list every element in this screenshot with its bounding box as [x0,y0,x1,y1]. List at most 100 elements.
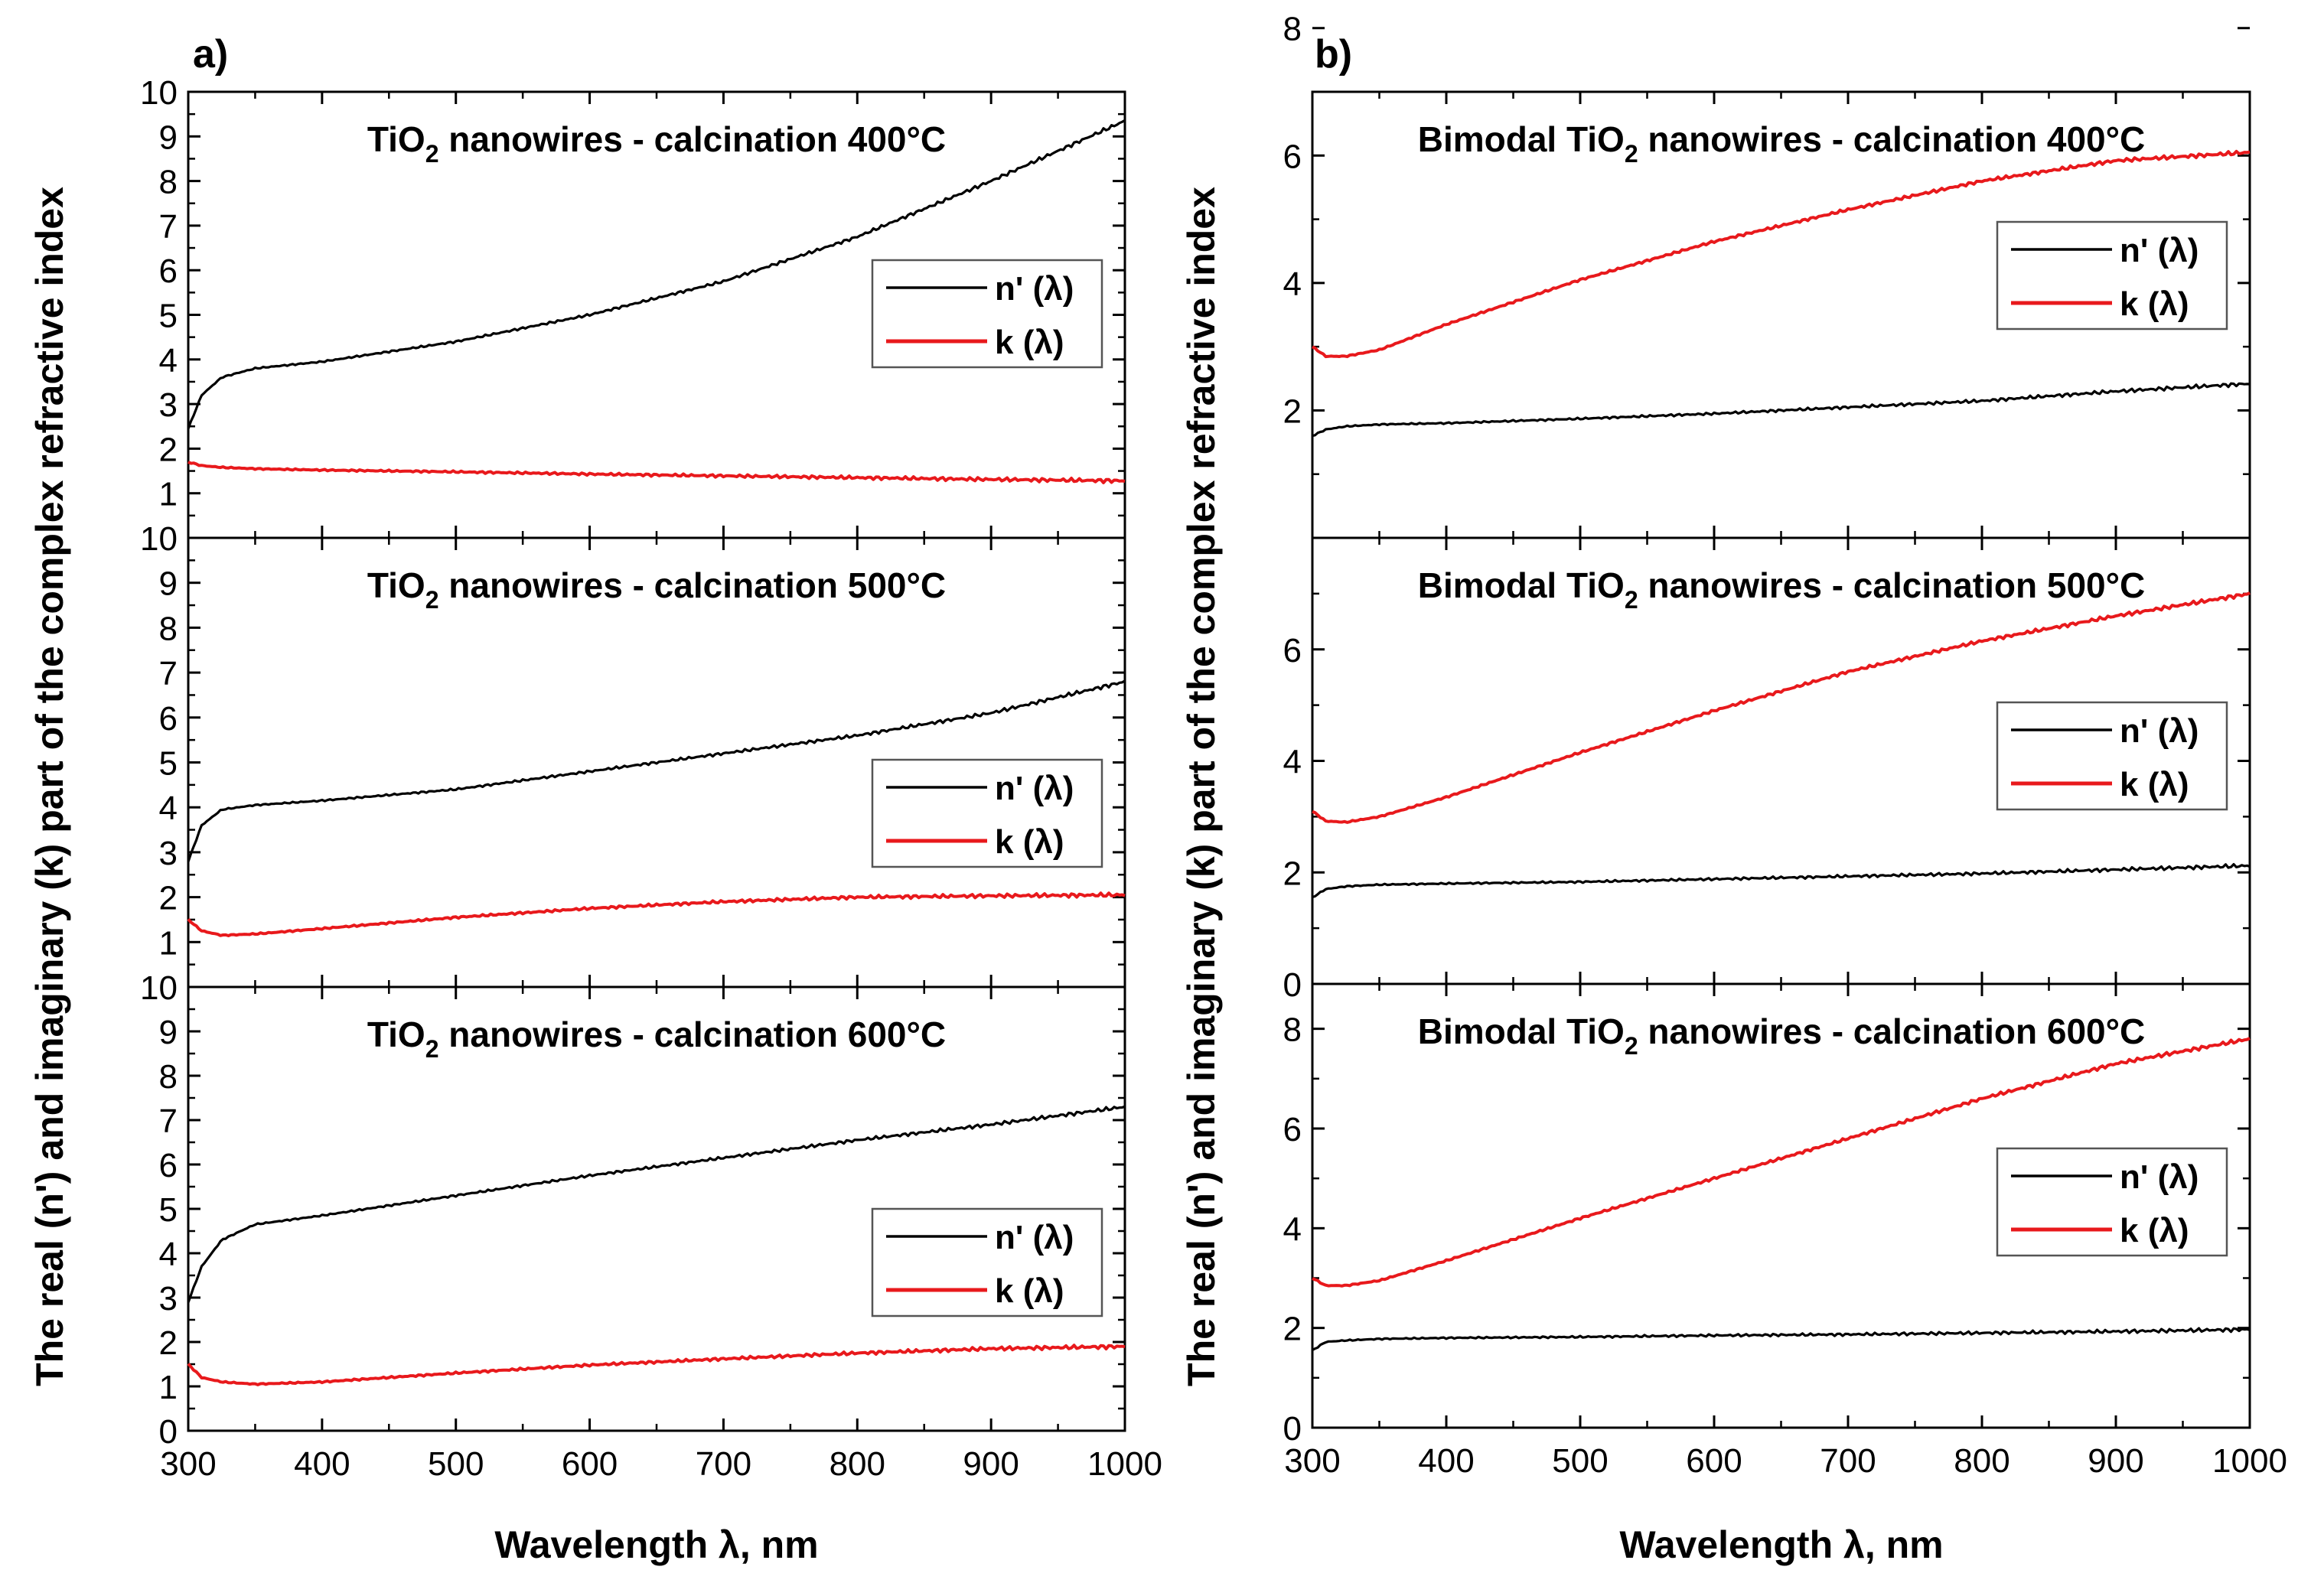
x-tick-label: 300 [1284,1442,1340,1480]
y-tick-label: 4 [159,1236,178,1273]
x-tick-label: 900 [2088,1442,2143,1480]
y-tick-label: 7 [159,655,178,692]
legend-box [1996,220,2228,331]
y-tick-label: 4 [1283,744,1302,781]
subplot-1: 1 2 3 4 5 6 7 8 9 10 TiO2 nanowires - calcination … [140,74,1126,539]
title-main: TiO [367,565,425,605]
title-rest: nanowires - calcination 500°C [439,565,947,605]
subplot-6: 0 2 4 6 8 300 400 500 600 700 800 900 1000 Bimodal Ti… [1283,982,2287,1480]
y-tick-label: 1 [159,476,178,513]
title-main: Bimodal TiO [1418,1011,1625,1051]
title-subscript: 2 [425,140,439,168]
subplot-title: TiO2 nanowires - calcination 400°C [367,119,946,168]
y-tick-label: 4 [159,342,178,379]
y-tick-label: 9 [159,1014,178,1051]
panel-b-label: b) [1315,32,1352,77]
y-axis-label-b: The real (n') and imaginary (k) part of … [1180,187,1223,1386]
series-line-n [1312,862,2251,898]
title-rest: nanowires - calcination 600°C [439,1015,947,1054]
series-line-n [187,1105,1126,1303]
panel-a-label: a) [193,32,228,77]
subplot-3: 0 1 2 3 4 5 6 7 8 9 10 300 400 500 600 700 800 900 1000 TiO… [140,969,1162,1483]
legend-label: k (λ) [995,823,1064,861]
y-tick-label: 9 [159,565,178,603]
legend-box [1996,1147,2228,1257]
series-line-n [187,119,1126,429]
y-tick-label: 6 [159,1147,178,1184]
title-subscript: 2 [1625,1032,1638,1060]
x-tick-label: 800 [830,1445,885,1483]
y-axis-label-a: The real (n') and imaginary (k) part of … [28,187,71,1386]
legend-label: k (λ) [995,324,1064,361]
subplot-title: Bimodal TiO2 nanowires - calcination 600… [1418,1011,2145,1060]
x-axis-label-b: Wavelength λ, nm [1619,1523,1943,1566]
y-tick-label: 10 [140,969,178,1007]
y-tick-label: 2 [159,880,178,917]
y-tick-label: 3 [159,386,178,424]
y-tick-label: 5 [159,745,178,783]
x-tick-label: 800 [1954,1442,2009,1480]
y-tick-label: 0 [1283,1410,1302,1448]
y-tick-label: 9 [159,119,178,156]
title-main: TiO [367,1015,425,1054]
y-tick-label: 4 [1283,1210,1302,1248]
x-tick-label: 500 [428,1445,484,1483]
y-tick-label: 3 [159,835,178,872]
legend-label: n' (λ) [2120,232,2199,269]
y-tick-label: 4 [1283,265,1302,303]
y-tick-label: 2 [159,431,178,468]
legend-label: k (λ) [2120,1212,2189,1249]
y-tick-label: 2 [1283,392,1302,430]
x-tick-label: 400 [294,1445,350,1483]
y-tick-label: 8 [159,164,178,201]
x-tick-label: 1000 [2212,1442,2287,1480]
series-line-n [1312,382,2251,438]
y-tick-label: 6 [159,252,178,290]
series-line-k [1312,591,2251,824]
y-tick-label: 7 [159,208,178,246]
title-rest: nanowires - calcination 400°C [1638,119,2146,159]
y-tick-label: 2 [1283,1311,1302,1348]
x-tick-label: 400 [1418,1442,1474,1480]
legend-label: n' (λ) [995,270,1074,308]
title-subscript: 2 [1625,140,1638,168]
series-line-k [1312,1037,2251,1288]
x-tick-label: 700 [696,1445,751,1483]
legend-box [1996,701,2228,811]
series-line-k [187,460,1126,484]
y-tick-label: 10 [140,74,178,112]
y-tick-label: 8 [1283,1011,1302,1049]
subplot-title: TiO2 nanowires - calcination 600°C [367,1015,946,1063]
title-subscript: 2 [425,586,439,614]
y-tick-label: 8 [159,610,178,647]
series-line-k [187,1344,1126,1386]
title-rest: nanowires - calcination 500°C [1638,565,2146,605]
title-subscript: 2 [1625,586,1638,614]
legend-label: k (λ) [2120,766,2189,803]
legend-box [871,1207,1103,1318]
legend-label: n' (λ) [2120,712,2199,750]
title-main: Bimodal TiO [1418,119,1625,159]
title-rest: nanowires - calcination 600°C [1638,1011,2146,1051]
x-tick-label: 600 [1686,1442,1742,1480]
subplot-title: Bimodal TiO2 nanowires - calcination 400… [1418,119,2145,168]
series-line-n [187,679,1126,862]
x-axis-label-a: Wavelength λ, nm [494,1523,818,1566]
y-tick-label: 8 [159,1058,178,1096]
y-tick-label: 4 [159,790,178,827]
y-tick-label: 5 [159,298,178,335]
series-line-k [1312,149,2251,359]
y-tick-label: 2 [1283,855,1302,892]
subplot-title: Bimodal TiO2 nanowires - calcination 500… [1418,565,2145,614]
x-tick-label: 700 [1820,1442,1876,1480]
title-main: Bimodal TiO [1418,565,1625,605]
title-main: TiO [367,119,425,159]
legend-label: n' (λ) [995,1219,1074,1256]
legend-box [871,259,1103,369]
y-tick-label: 0 [159,1413,178,1451]
